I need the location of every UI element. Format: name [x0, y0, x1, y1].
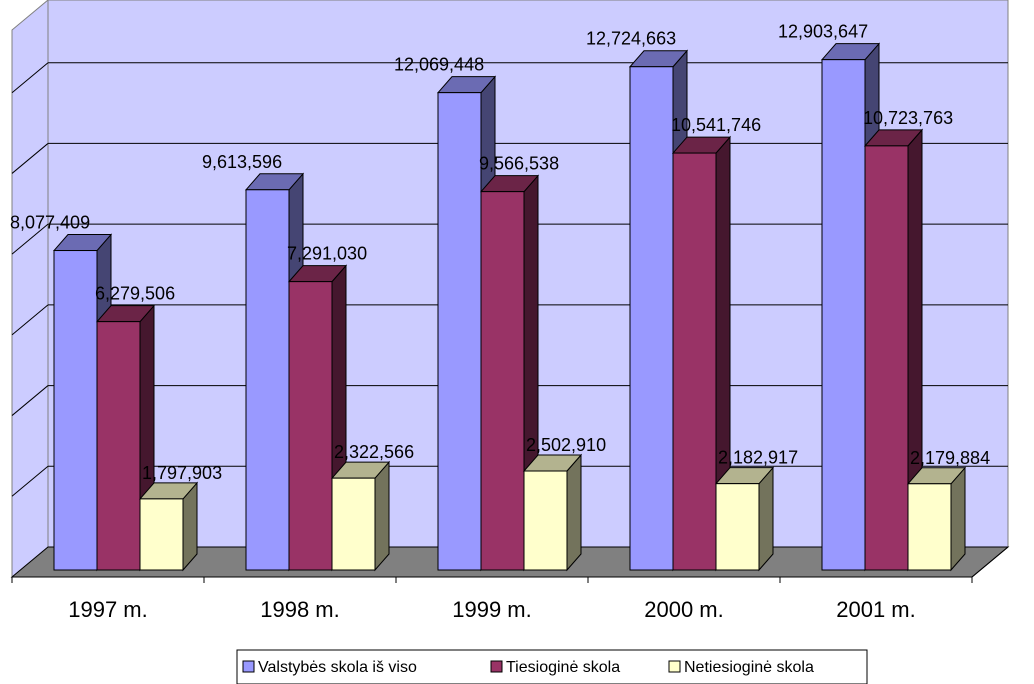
bar-side	[566, 453, 582, 572]
bar-side	[758, 466, 774, 572]
category-label: 2001 m.	[836, 597, 916, 622]
data-label: 2,502,910	[526, 435, 606, 455]
legend-entry: Netiesioginė skola	[684, 659, 814, 676]
bar-side	[374, 460, 390, 572]
data-label: 6,279,506	[95, 284, 175, 304]
data-label: 9,613,596	[202, 152, 282, 172]
data-label: 8,077,409	[10, 213, 90, 233]
category-label: 1997 m.	[68, 597, 148, 622]
category-label: 2000 m.	[644, 597, 724, 622]
legend: Valstybės skola iš viso Tiesioginė skola N…	[236, 649, 868, 684]
bar	[522, 453, 583, 572]
bar-front	[715, 483, 760, 571]
legend-swatch	[490, 660, 503, 673]
data-label: 2,182,917	[718, 448, 798, 468]
bar	[863, 128, 924, 572]
bar-front	[523, 470, 568, 571]
gridline-side	[11, 143, 49, 174]
gridline-side	[11, 304, 49, 336]
gridline-side	[11, 62, 49, 94]
side-wall	[11, 0, 49, 579]
bar-front	[139, 498, 184, 571]
bar-front	[331, 477, 376, 571]
data-label: 12,903,647	[778, 22, 868, 42]
data-label: 2,322,566	[334, 442, 414, 462]
bar	[671, 135, 732, 572]
data-label: 7,291,030	[287, 244, 367, 264]
category-label: 1999 m.	[452, 597, 532, 622]
legend-swatch	[668, 660, 681, 673]
bar-front	[907, 483, 952, 571]
data-label: 9,566,538	[479, 154, 559, 174]
gridline-side	[11, 223, 49, 255]
bar-front	[629, 66, 674, 571]
bar-front	[288, 281, 333, 571]
bar-front	[672, 152, 717, 571]
data-labels: 8,077,409 9,613,596 12,069,448 12,724,663 12…	[10, 22, 990, 483]
bar	[330, 460, 391, 572]
data-label: 1,797,903	[142, 463, 222, 483]
bar-front	[437, 92, 482, 571]
bar	[714, 466, 775, 572]
bars	[52, 42, 967, 572]
legend-entry: Valstybės skola iš viso	[258, 659, 417, 676]
floor-edge	[971, 546, 1009, 578]
legend-entry: Tiesioginė skola	[506, 659, 620, 676]
bar-front	[480, 191, 525, 571]
bar-front	[821, 59, 866, 571]
category-axis: 1997 m. 1998 m. 1999 m. 2000 m. 2001 m.	[11, 546, 1009, 622]
bar-front	[96, 321, 141, 571]
legend-box	[236, 649, 868, 684]
data-label: 2,179,884	[910, 448, 990, 468]
data-label: 12,069,448	[394, 55, 484, 75]
data-label: 12,724,663	[586, 29, 676, 49]
bar-front	[53, 250, 98, 571]
bar	[138, 481, 199, 572]
gridline-side	[11, 385, 49, 416]
data-label: 10,541,746	[671, 115, 761, 135]
bar-front	[864, 145, 909, 571]
gridline-side	[11, 465, 49, 497]
data-label: 10,723,763	[863, 108, 953, 128]
category-label: 1998 m.	[260, 597, 340, 622]
bar	[906, 466, 967, 572]
legend-swatch	[242, 660, 255, 673]
bar-front	[245, 189, 290, 571]
bar-side	[950, 466, 966, 572]
